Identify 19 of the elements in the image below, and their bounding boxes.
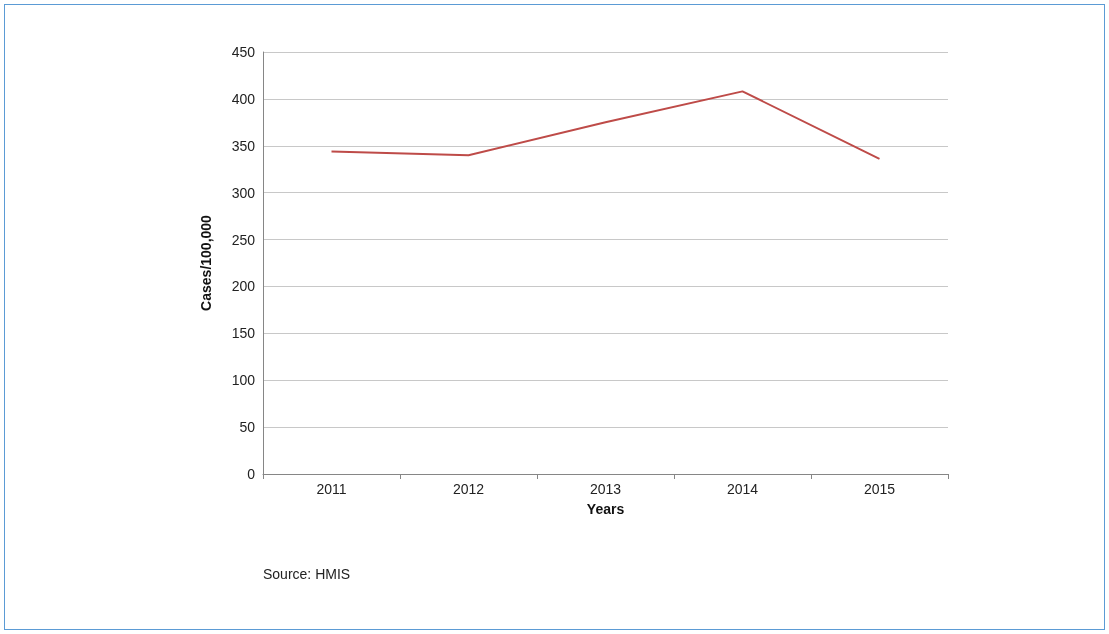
x-axis-title: Years xyxy=(586,501,625,517)
y-tick-label: 450 xyxy=(231,44,256,60)
y-tick-label: 300 xyxy=(231,184,256,201)
x-tick-label: 2011 xyxy=(316,481,347,497)
y-axis-title: Cases/100,000 xyxy=(198,214,214,311)
y-tick-label: 150 xyxy=(231,325,256,342)
x-tick-label: 2012 xyxy=(452,481,485,497)
y-tick-label: 0 xyxy=(247,466,256,482)
x-tick-label: 2013 xyxy=(589,481,622,497)
y-tick-label: 50 xyxy=(239,419,256,436)
x-tick-label: 2014 xyxy=(726,481,759,497)
x-tick-label: 2015 xyxy=(863,481,896,497)
y-tick-label: 400 xyxy=(231,90,256,107)
line-series xyxy=(330,90,881,160)
y-tick-label: 350 xyxy=(231,137,256,154)
source-note: Source: HMIS xyxy=(263,566,351,582)
y-tick-label: 100 xyxy=(231,372,256,389)
y-tick-label: 200 xyxy=(231,278,256,295)
y-tick-label: 250 xyxy=(231,231,256,248)
